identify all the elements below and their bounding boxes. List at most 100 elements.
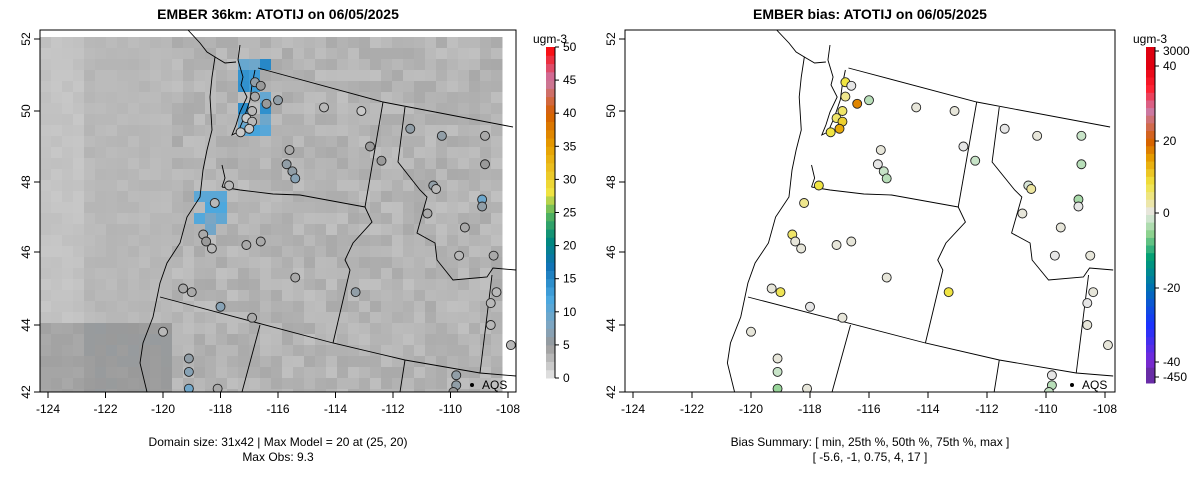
- model-grid-cell: [304, 136, 316, 148]
- model-grid-cell: [106, 345, 118, 357]
- model-grid-cell: [293, 213, 305, 225]
- model-grid-cell: [348, 345, 360, 357]
- model-grid-cell: [216, 213, 228, 225]
- model-grid-cell: [293, 191, 305, 203]
- model-grid-cell: [293, 114, 305, 126]
- model-grid-cell: [205, 191, 217, 203]
- model-grid-cell: [238, 147, 250, 159]
- model-grid-cell: [315, 114, 327, 126]
- model-grid-cell: [216, 92, 228, 104]
- x-tick-label: -116: [266, 402, 289, 416]
- model-grid-cell: [392, 48, 404, 60]
- model-grid-cell: [172, 103, 184, 115]
- model-grid-cell: [337, 103, 349, 115]
- model-grid-cell: [73, 180, 85, 192]
- model-grid-cell: [84, 37, 96, 49]
- model-grid-cell: [293, 158, 305, 170]
- model-grid-cell: [117, 125, 129, 137]
- model-grid-cell: [183, 92, 195, 104]
- model-grid-cell: [260, 334, 272, 346]
- model-grid-cell: [436, 103, 448, 115]
- model-grid-cell: [106, 125, 118, 137]
- site-marker: [281, 159, 292, 170]
- model-grid-cell: [282, 323, 294, 335]
- model-grid-cell: [403, 114, 415, 126]
- model-grid-cell: [359, 246, 371, 258]
- model-grid-cell: [436, 268, 448, 280]
- model-grid-cell: [436, 213, 448, 225]
- model-grid-cell: [348, 279, 360, 291]
- model-grid-cell: [381, 312, 393, 324]
- model-grid-cell: [414, 59, 426, 71]
- model-grid-cell: [62, 312, 74, 324]
- model-grid-cell: [172, 268, 184, 280]
- model-grid-cell: [271, 37, 283, 49]
- model-grid-cell: [40, 213, 52, 225]
- model-grid-cell: [359, 48, 371, 60]
- model-grid-cell: [326, 334, 338, 346]
- model-grid-cell: [414, 257, 426, 269]
- model-grid-cell: [216, 136, 228, 148]
- model-grid-cell: [480, 169, 492, 181]
- model-grid-cell: [271, 312, 283, 324]
- model-grid-cell: [117, 114, 129, 126]
- model-grid-cell: [183, 334, 195, 346]
- bias-site-marker: [805, 301, 815, 312]
- model-grid-cell: [447, 202, 459, 214]
- model-grid-cell: [172, 290, 184, 302]
- bias-site-marker: [1032, 130, 1043, 141]
- model-grid-cell: [359, 323, 371, 335]
- model-grid-cell: [469, 235, 481, 247]
- model-grid-cell: [348, 268, 360, 280]
- model-grid-cell: [491, 378, 503, 390]
- model-grid-cell: [227, 301, 239, 313]
- model-grid-cell: [326, 158, 338, 170]
- model-grid-cell: [414, 312, 426, 324]
- model-grid-cell: [194, 389, 206, 392]
- model-grid-cell: [40, 345, 52, 357]
- model-grid-cell: [381, 169, 393, 181]
- model-grid-cell: [370, 389, 382, 392]
- model-grid-cell: [249, 191, 261, 203]
- model-grid-cell: [315, 312, 327, 324]
- model-grid-cell: [315, 37, 327, 49]
- aqs-legend-dot: [470, 383, 474, 387]
- model-grid-cell: [216, 345, 228, 357]
- model-grid-cell: [447, 268, 459, 280]
- model-grid-cell: [106, 180, 118, 192]
- model-grid-cell: [238, 213, 250, 225]
- model-grid-cell: [436, 125, 448, 137]
- model-grid-cell: [491, 147, 503, 159]
- model-grid-cell: [282, 169, 294, 181]
- model-grid-cell: [194, 290, 206, 302]
- model-grid-cell: [84, 389, 96, 392]
- model-grid-cell: [62, 202, 74, 214]
- left-title: EMBER 36km: ATOTIJ on 06/05/2025: [157, 6, 399, 22]
- model-grid-cell: [172, 136, 184, 148]
- model-grid-cell: [95, 257, 107, 269]
- model-grid-cell: [205, 37, 217, 49]
- model-grid-cell: [117, 213, 129, 225]
- model-grid-cell: [128, 367, 140, 379]
- model-grid-cell: [40, 81, 52, 93]
- model-grid-cell: [172, 257, 184, 269]
- model-grid-cell: [161, 312, 173, 324]
- model-grid-cell: [183, 114, 195, 126]
- model-grid-cell: [348, 367, 360, 379]
- site-marker: [273, 95, 283, 106]
- model-grid-cell: [392, 246, 404, 258]
- colorbar-tick-label: 10: [563, 305, 577, 319]
- model-grid-cell: [425, 279, 437, 291]
- model-grid-cell: [370, 48, 382, 60]
- model-grid-cell: [139, 356, 151, 368]
- model-grid-cell: [40, 48, 52, 60]
- model-grid-cell: [315, 125, 327, 137]
- model-grid-cell: [194, 213, 206, 225]
- model-grid-cell: [326, 224, 338, 236]
- bias-site-marker: [1102, 340, 1113, 351]
- model-grid-cell: [293, 301, 305, 313]
- model-grid-cell: [326, 345, 338, 357]
- model-grid-cell: [117, 235, 129, 247]
- model-grid-cell: [216, 257, 228, 269]
